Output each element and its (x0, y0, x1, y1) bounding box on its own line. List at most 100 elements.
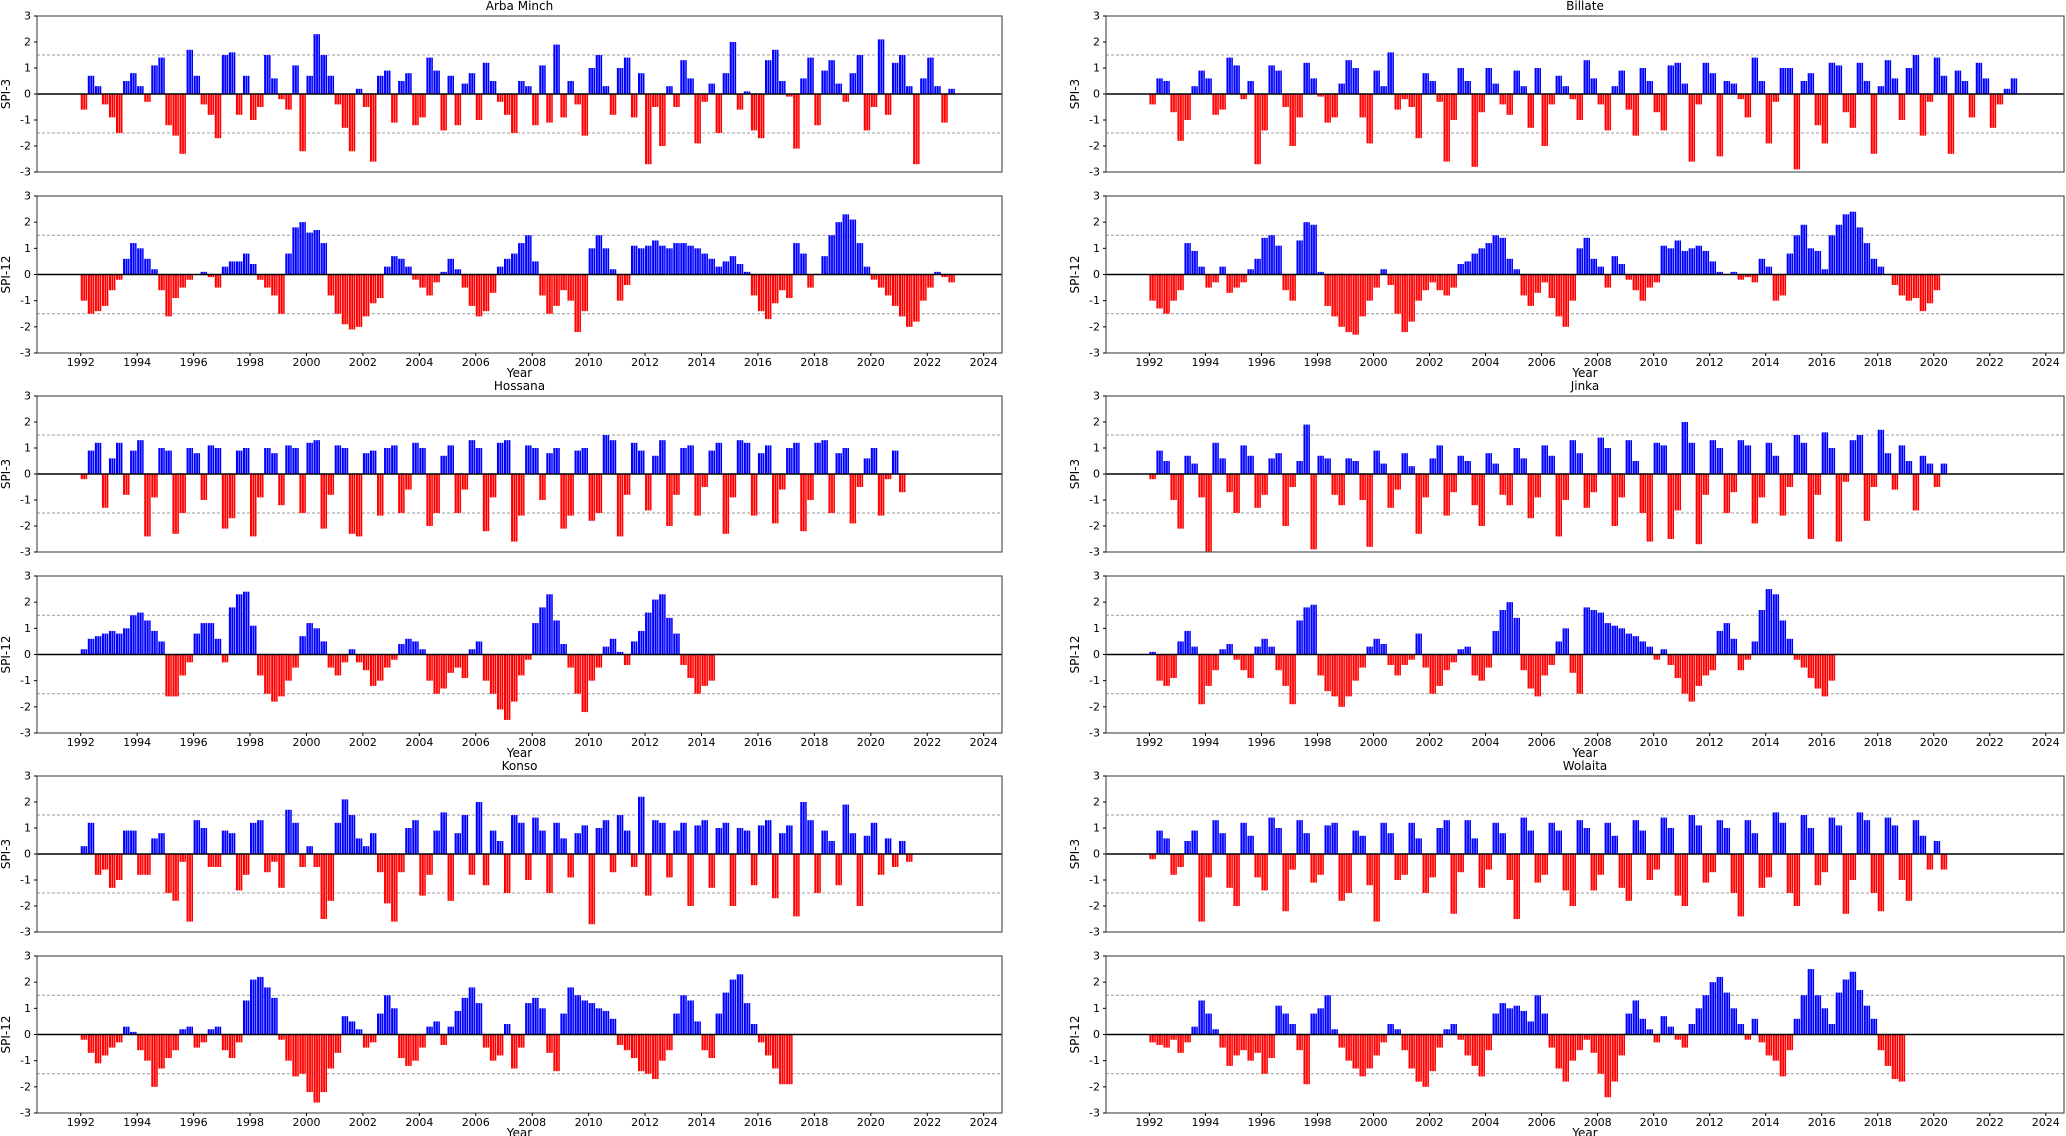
spi-bar (447, 654, 454, 673)
spi-bar (94, 854, 102, 875)
spi-bar (757, 825, 765, 854)
spi-bar (1709, 982, 1717, 1035)
spi-bar (334, 94, 342, 105)
spi-bar (496, 841, 504, 854)
spi-bar (1632, 274, 1640, 291)
spi-bar (292, 654, 299, 668)
spi-bar (80, 274, 88, 301)
x-tick-label: 2024 (2032, 1116, 2060, 1129)
spi-bar (101, 474, 109, 508)
spi-bar (694, 94, 701, 144)
spi-bar (1387, 654, 1394, 665)
spi-bar (257, 820, 264, 854)
spi-bar (1163, 654, 1170, 686)
spi-bar (1275, 245, 1282, 275)
spi-bar (1667, 248, 1675, 275)
spi-bar (123, 1026, 130, 1035)
spi-bar (666, 86, 673, 94)
y-axis-label: SPI-3 (0, 459, 13, 489)
spi-bar (306, 232, 313, 275)
x-tick-label: 2006 (462, 1116, 490, 1129)
spi-bar (320, 854, 328, 919)
spi-bar (179, 274, 186, 288)
y-tick-label: 0 (24, 1028, 31, 1041)
spi-bar (101, 1034, 109, 1056)
y-tick-label: -1 (20, 294, 31, 307)
spi-bar (1660, 245, 1668, 275)
spi-bar (369, 654, 377, 686)
spi-bar (489, 1034, 497, 1061)
spi-bar (1163, 838, 1170, 854)
spi-bar (1331, 94, 1338, 118)
spi-bar (1751, 474, 1759, 524)
spi-bar (1611, 835, 1619, 854)
spi-bar (1534, 854, 1541, 883)
y-tick-label: 1 (1093, 822, 1100, 835)
x-tick-label: 2004 (405, 356, 433, 369)
spi-bar (80, 649, 88, 655)
spi-bar (327, 654, 335, 668)
spi-bar (511, 253, 518, 275)
spi-bar (1443, 820, 1450, 854)
spi-bar (1415, 274, 1422, 301)
spi-bar (278, 1034, 285, 1040)
spi-bar (299, 636, 306, 655)
spi-bar (680, 654, 687, 665)
spi-bar (743, 271, 751, 275)
spi-bar (1891, 1034, 1899, 1079)
spi-bar (1898, 445, 1906, 474)
spi-bar (1667, 1026, 1675, 1035)
spi-bar (1555, 474, 1562, 537)
spi-bar (207, 1029, 215, 1035)
spi-bar (1457, 854, 1464, 873)
y-tick-label: -2 (1089, 700, 1100, 713)
x-tick-label: 1994 (123, 736, 151, 749)
spi-bar (391, 445, 398, 474)
spi-bar (186, 448, 193, 474)
spi-bar (1562, 86, 1569, 94)
spi-bar (426, 274, 433, 296)
spi-bar (1898, 274, 1906, 296)
spi-bar (398, 854, 405, 873)
spi-bar (1590, 474, 1597, 493)
spi-bar (489, 830, 497, 854)
spi-bar (285, 809, 292, 854)
y-tick-label: 2 (24, 976, 31, 989)
spi-bar (772, 474, 779, 524)
spi-bar (1268, 235, 1275, 275)
spi-bar (800, 253, 807, 275)
spi-bar (1205, 1013, 1212, 1035)
spi-bar (87, 638, 95, 655)
spi-bar (1933, 57, 1941, 94)
spi-bar (708, 654, 715, 681)
spi-bar (264, 654, 271, 694)
spi-bar (743, 830, 751, 854)
spi-bar (870, 448, 878, 474)
spi-bar (630, 1034, 638, 1059)
spi-bar (1233, 654, 1240, 660)
spi-bar (1450, 854, 1457, 914)
spi-bar (1730, 474, 1738, 493)
spi-bar (1450, 274, 1457, 288)
spi-bar (1863, 243, 1871, 275)
spi-bar (165, 450, 172, 474)
spi-bar (1835, 65, 1843, 94)
spi-bar (863, 266, 871, 275)
x-tick-label: 2022 (913, 1116, 941, 1129)
spi-bar (503, 854, 511, 893)
y-tick-label: 3 (24, 950, 31, 963)
spi-bar (793, 442, 800, 474)
spi-bar (638, 73, 645, 94)
x-tick-label: 2004 (1472, 736, 1500, 749)
spi-bar (242, 1000, 250, 1035)
spi-bar (1422, 854, 1429, 893)
spi-bar (786, 448, 793, 474)
y-tick-label: 3 (1093, 770, 1100, 783)
spi-bar (1737, 654, 1745, 671)
spi-bar (306, 442, 313, 474)
spi-bar (144, 620, 151, 655)
spi-bar (1373, 854, 1380, 922)
spi-bar (1849, 211, 1857, 275)
spi-bar (1576, 453, 1583, 474)
spi-bar (489, 81, 497, 94)
